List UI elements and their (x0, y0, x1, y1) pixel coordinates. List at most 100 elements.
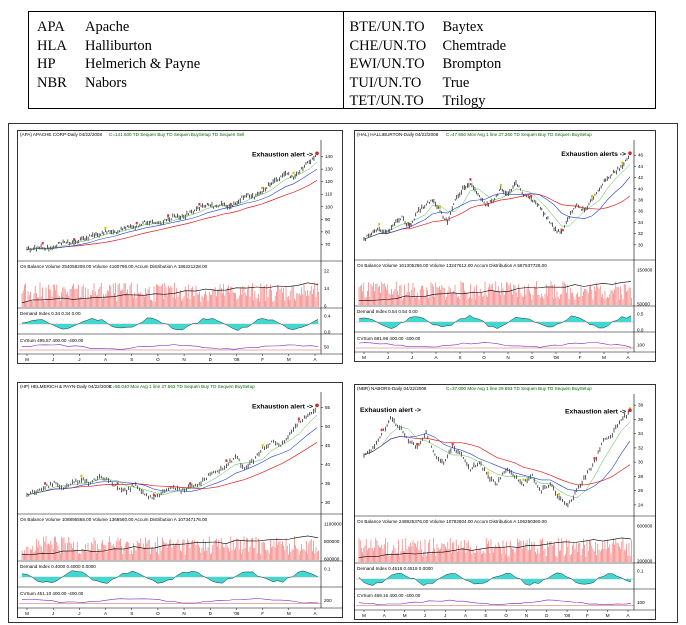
td-sequential-marker (292, 171, 295, 175)
td-sequential-marker (416, 442, 419, 446)
cvsum-line (358, 342, 632, 348)
y-tick-label: 24 (638, 502, 644, 507)
moving-average-long (26, 180, 318, 250)
x-tick-label: F (261, 357, 264, 362)
ticker-name: Halliburton (85, 37, 152, 54)
x-tick-label: F (579, 355, 582, 360)
y-tick-label: 26 (638, 488, 644, 493)
x-tick-label: M (362, 355, 366, 360)
td-sequential-marker (560, 228, 563, 232)
moving-average-short (363, 421, 631, 499)
cvsum-tick-label: 100 (637, 343, 645, 348)
td-sequential-marker (116, 482, 119, 485)
td-sequential-marker (261, 444, 264, 447)
td-sequential-marker (558, 492, 561, 496)
ticker-table: APA Apache HLA Halliburton HP Helmerich & P… (28, 11, 656, 109)
chart-title: (HP) HELMERICH & PAYN-Daily 04/22/2008 (20, 384, 112, 389)
moving-average-long (363, 193, 631, 240)
x-tick-label: A (104, 611, 108, 616)
chart-svg: (APA) APACHE CORP-Daily 04/22/2008 C=141.… (17, 130, 343, 364)
x-tick-label: J (78, 357, 80, 362)
td-sequential-marker (198, 203, 201, 206)
cvsum-tick-label: 50 (324, 345, 330, 350)
x-tick-label: F (586, 613, 589, 618)
y-tick-label: 80 (325, 229, 331, 234)
chart-panel-hal: (HAL) HALLIBURTON-Daily 04/22/2008 C=47.6… (354, 130, 656, 362)
demand-index-label: Demand Index 0.34 0.34 0.00 (20, 311, 81, 316)
y-tick-label: 44 (638, 164, 644, 169)
chart-title: (NBR) NABORS-Daily 04/22/2008 (357, 386, 427, 391)
obv-tick-label: 1100000 (324, 522, 342, 527)
chart-header-info: C=56.040 Mov Avg 1 line 37.563 TD Sequen… (109, 384, 255, 389)
panel-frame (354, 130, 656, 362)
cvsum-line (21, 598, 319, 604)
ticker-row: CHE/UN.TO Chemtrade (350, 37, 656, 56)
td-sequential-marker (152, 493, 155, 497)
cvsum-label: CVSum 451.10 400.00 -400.00 (20, 591, 84, 596)
td-sequential-marker (522, 478, 525, 481)
obv-tick-label: 600000 (324, 557, 340, 562)
obv-label: On Balance Volume 161305256.00 Volume 13… (357, 263, 547, 268)
ticker-row: APA Apache (37, 18, 343, 37)
y-tick-label: 30 (325, 500, 331, 505)
ticker-symbol: EWI/UN.TO (349, 56, 425, 72)
td-sequential-marker (225, 459, 228, 462)
x-tick-label: A (104, 357, 108, 362)
x-tick-label: O (156, 357, 160, 362)
exhaustion-marker (315, 403, 319, 408)
y-tick-label: 90 (325, 217, 331, 222)
demand-tick-label: 0.4 (324, 314, 331, 319)
obv-line (22, 535, 319, 555)
x-tick-label: S (458, 355, 461, 360)
x-tick-label: M (602, 355, 606, 360)
demand-index-label: Demand Index 0.4000 0.4000 0.0000 (20, 564, 96, 569)
td-sequential-marker (439, 206, 441, 209)
exhaustion-marker (628, 151, 632, 155)
x-tick-label: A (626, 355, 630, 360)
ticker-name: Trilogy (442, 93, 486, 109)
y-tick-label: 40 (325, 462, 331, 467)
y-tick-label: 120 (325, 179, 333, 184)
x-tick-label: M (362, 613, 366, 618)
ticker-name: Brompton (442, 56, 502, 72)
x-tick-label: J (424, 613, 426, 618)
obv-tick-label: 6 (324, 304, 327, 309)
obv-tick-label: 22 (324, 269, 330, 274)
x-tick-label: A (626, 613, 630, 618)
cvsum-tick-label: 200 (324, 598, 332, 603)
obv-tick-label: 600000 (637, 524, 653, 529)
obv-tick-label: 200000 (637, 559, 653, 564)
ticker-name: Helmerich & Payne (85, 56, 201, 72)
ticker-name: Chemtrade (442, 37, 507, 54)
ticker-row: HLA Halliburton (37, 37, 343, 56)
demand-index-line (358, 572, 632, 586)
y-tick-label: 32 (638, 231, 644, 236)
ticker-column-left: APA Apache HLA Halliburton HP Helmerich & P… (29, 12, 343, 108)
y-tick-label: 50 (325, 424, 331, 429)
chart-title: (APA) APACHE CORP-Daily 04/22/2008 (20, 132, 102, 137)
obv-label: On Balance Volume 248925376.00 Volume 10… (357, 519, 547, 524)
x-tick-label: S (130, 611, 133, 616)
x-tick-label: M (25, 357, 29, 362)
obv-tick-label: 800000 (324, 539, 340, 544)
ticker-symbol: TUI/UN.TO (349, 74, 422, 91)
x-tick-label: J (52, 357, 54, 362)
exhaustion-alert-label: Exhaustion alert -> (252, 151, 313, 158)
exhaustion-marker (315, 151, 319, 156)
x-tick-label: A (313, 357, 317, 362)
ticker-name: Apache (85, 19, 130, 35)
y-tick-label: 40 (638, 186, 644, 191)
cvsum-line (21, 344, 319, 350)
exhaustion-alert-label: Exhaustion alert -> (565, 408, 626, 415)
x-tick-label: '08 (564, 613, 570, 618)
demand-tick-label: 0.1 (637, 569, 644, 574)
td-sequential-marker (80, 474, 83, 478)
x-tick-label: O (482, 355, 486, 360)
x-tick-label: N (182, 357, 185, 362)
y-tick-label: 34 (638, 220, 644, 225)
x-tick-label: '08 (233, 357, 239, 362)
demand-index-line (358, 315, 632, 329)
td-sequential-marker (44, 482, 47, 485)
chart-title: (HAL) HALLIBURTON-Daily 04/22/2008 (357, 132, 439, 137)
x-tick-label: D (545, 613, 549, 618)
